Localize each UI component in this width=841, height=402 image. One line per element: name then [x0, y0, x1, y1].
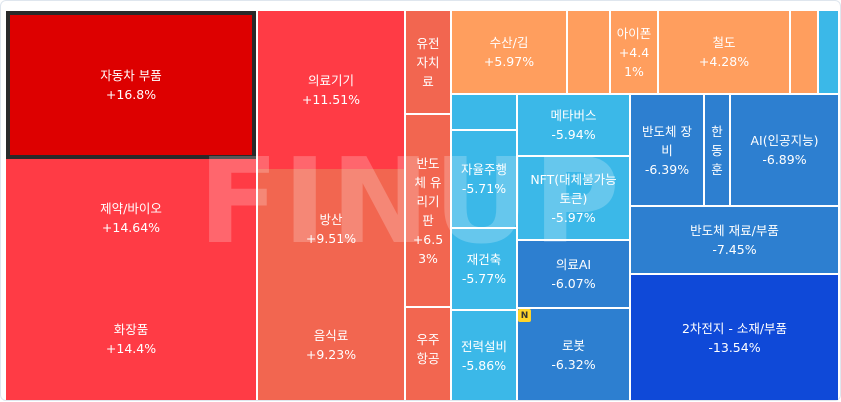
- treemap-tile[interactable]: NFT(대체불가능 토큰) -5.97%: [518, 157, 629, 239]
- treemap-tile-unlabeled[interactable]: [452, 95, 516, 115]
- treemap-tile[interactable]: 유전 자치 료: [406, 11, 450, 113]
- tile-label: 한 동 훈: [711, 123, 723, 177]
- tile-change: +9.23%: [305, 346, 357, 362]
- tile-label: 의료기기: [307, 73, 354, 88]
- treemap-tile[interactable]: 제약/바이오 +14.64%: [6, 159, 256, 277]
- treemap-tile[interactable]: 반도체 재료/부품 -7.45%: [631, 207, 838, 273]
- treemap-tile[interactable]: 아이폰 +4.4 1%: [611, 11, 657, 93]
- tile-change: +9.51%: [305, 231, 357, 246]
- tile-change: +5.97%: [483, 54, 535, 69]
- treemap-tile[interactable]: 자동차 부품 +16.8%: [6, 11, 256, 159]
- treemap-tile[interactable]: 자율주행 -5.71%: [452, 131, 516, 227]
- tile-change: -5.86%: [461, 357, 507, 373]
- tile-change: -13.54%: [708, 339, 761, 355]
- treemap-tile-unlabeled[interactable]: [452, 115, 516, 129]
- tile-change: -5.97%: [551, 209, 596, 225]
- tile-label: 재건축: [466, 252, 502, 267]
- tile-change: +11.51%: [301, 92, 361, 107]
- tile-change: -6.32%: [551, 356, 596, 372]
- tile-change: +4.4 1%: [618, 44, 650, 79]
- treemap-tile-unlabeled[interactable]: [819, 11, 838, 93]
- tile-change: +16.8%: [105, 87, 157, 102]
- tile-change: -6.07%: [551, 276, 596, 291]
- treemap-tile[interactable]: 전력설비 -5.86%: [452, 311, 516, 400]
- treemap-tile[interactable]: 재건축 -5.77%: [452, 229, 516, 309]
- tile-label: AI(인공지능): [750, 133, 819, 148]
- tile-change: -6.39%: [644, 161, 690, 177]
- treemap-tile[interactable]: 한 동 훈: [705, 95, 729, 205]
- tile-label: 우주 항공: [416, 331, 440, 366]
- tile-label: 메타버스: [550, 108, 597, 123]
- tile-label: 반도 체 유 리기 판: [414, 155, 442, 228]
- tile-label: 철도: [712, 35, 736, 50]
- tile-label: 유전 자치 료: [416, 35, 440, 89]
- tile-change: -5.94%: [551, 127, 596, 142]
- tile-label: 화장품: [113, 321, 149, 337]
- treemap-tile-unlabeled[interactable]: [406, 389, 450, 400]
- treemap-tile[interactable]: 반도 체 유 리기 판 +6.5 3%: [406, 115, 450, 306]
- treemap-tile[interactable]: AI(인공지능) -6.89%: [731, 95, 838, 205]
- treemap-tile[interactable]: 방산 +9.51%: [258, 169, 404, 289]
- tile-change: -5.71%: [461, 181, 507, 196]
- tile-change: +6.5 3%: [412, 231, 444, 266]
- tile-label: 자동차 부품: [100, 68, 162, 83]
- tile-change: -7.45%: [712, 242, 757, 257]
- treemap-tile[interactable]: 화장품 +14.4%: [6, 277, 256, 400]
- tile-change: -6.89%: [762, 152, 807, 167]
- tile-label: 전력설비: [460, 338, 507, 354]
- tile-label: 수산/김: [489, 35, 529, 50]
- treemap-tile[interactable]: 의료기기 +11.51%: [258, 11, 404, 169]
- treemap-tile[interactable]: 우주 항공: [406, 308, 450, 389]
- tile-label: 제약/바이오: [100, 201, 162, 216]
- treemap-tile-unlabeled[interactable]: [791, 11, 817, 93]
- tile-change: +14.64%: [101, 220, 161, 235]
- tile-label: 방산: [319, 212, 343, 227]
- tile-label: 로봇: [561, 337, 585, 353]
- tile-change: -5.77%: [461, 271, 507, 286]
- tile-label: 의료AI: [555, 257, 592, 272]
- tile-label: 반도체 장 비: [642, 123, 692, 158]
- treemap-tile[interactable]: 철도 +4.28%: [659, 11, 789, 93]
- tile-change: +14.4%: [105, 340, 157, 356]
- tile-label: 음식료: [313, 327, 349, 343]
- tile-label: 반도체 재료/부품: [690, 223, 779, 238]
- treemap-tile[interactable]: 2차전지 - 소재/부품 -13.54%: [631, 275, 838, 400]
- treemap-tile-unlabeled[interactable]: [568, 11, 609, 93]
- tile-change: +4.28%: [698, 54, 750, 69]
- treemap-tile[interactable]: 메타버스 -5.94%: [518, 95, 629, 155]
- treemap-tile[interactable]: 로봇 -6.32%: [518, 309, 629, 400]
- tile-label: 자율주행: [460, 162, 507, 177]
- treemap-tile[interactable]: 수산/김 +5.97%: [452, 11, 566, 93]
- treemap-tile[interactable]: 반도체 장 비 -6.39%: [631, 95, 703, 205]
- tile-label: 아이폰: [616, 25, 652, 41]
- new-badge: N: [518, 309, 531, 322]
- tile-label: NFT(대체불가능 토큰): [530, 171, 617, 206]
- tile-label: 2차전지 - 소재/부품: [681, 320, 788, 336]
- treemap-tile[interactable]: 의료AI -6.07%: [518, 241, 629, 307]
- treemap-tile[interactable]: 음식료 +9.23%: [258, 289, 404, 400]
